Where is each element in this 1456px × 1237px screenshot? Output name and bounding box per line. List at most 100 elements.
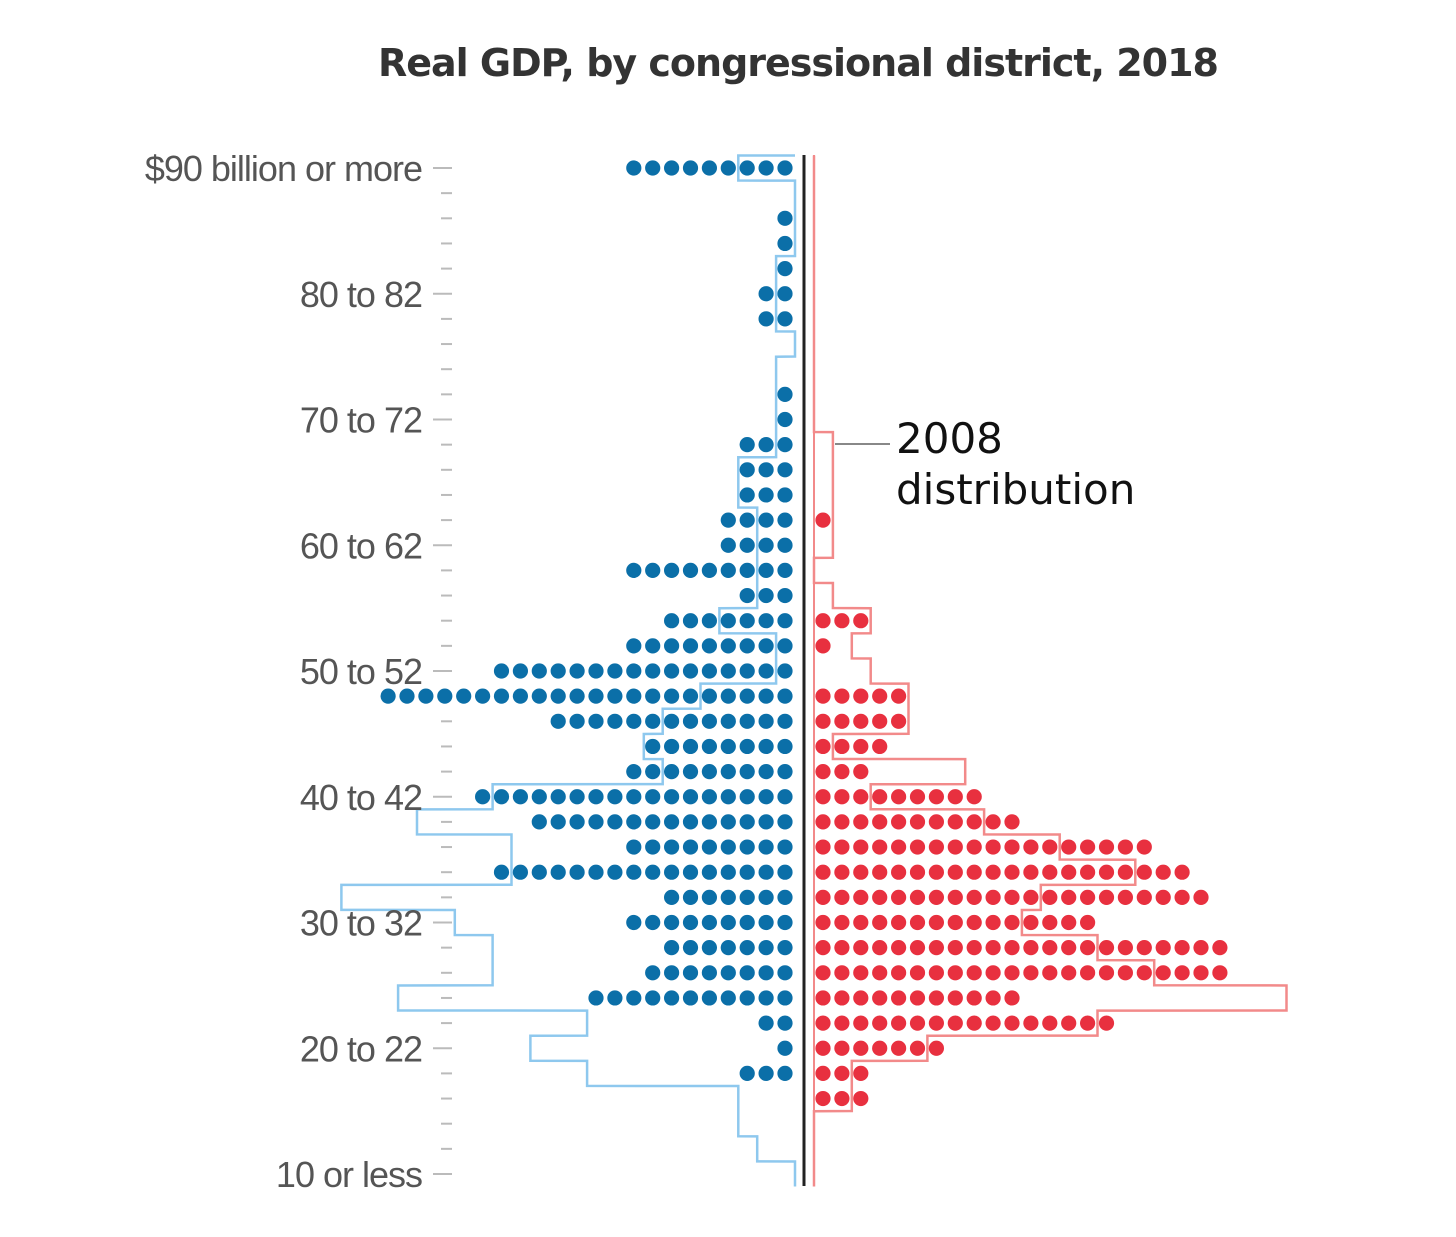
dot-red — [1004, 940, 1020, 956]
dot-red — [872, 889, 888, 905]
dot-red — [947, 814, 963, 830]
dot-red — [1212, 965, 1228, 981]
dot-blue — [720, 663, 736, 679]
dot-blue — [777, 210, 793, 226]
dot-red — [1155, 965, 1171, 981]
dot-blue — [777, 487, 793, 503]
dot-blue — [645, 713, 661, 729]
dot-blue — [758, 713, 774, 729]
dot-red — [872, 864, 888, 880]
dot-blue — [739, 965, 755, 981]
dot-red — [909, 914, 926, 931]
dot-red — [815, 914, 831, 931]
dot-blue — [758, 738, 774, 755]
dot-red — [928, 814, 945, 830]
dot-blue — [550, 814, 566, 830]
dot-blue — [588, 789, 604, 805]
dot-red — [1193, 940, 1209, 956]
dot-red — [872, 688, 888, 704]
dot-blue — [664, 562, 680, 579]
dot-blue — [720, 814, 736, 830]
dot-red — [872, 990, 888, 1006]
dot-blue — [720, 889, 736, 905]
dot-red — [928, 965, 945, 981]
dot-blue — [664, 965, 680, 981]
dot-red — [909, 1040, 926, 1056]
dot-blue — [777, 613, 793, 629]
dot-red — [1174, 940, 1190, 956]
dot-red — [1080, 1015, 1096, 1031]
dot-red — [947, 889, 963, 905]
dot-blue — [664, 713, 680, 729]
dot-blue — [739, 940, 755, 956]
dot-red — [966, 914, 982, 931]
dot-blue — [569, 688, 585, 704]
dot-blue — [682, 814, 699, 830]
dot-blue — [739, 160, 755, 176]
y-tick-label: 30 to 32 — [300, 903, 422, 944]
dot-blue — [758, 914, 774, 931]
dot-blue — [664, 940, 680, 956]
dot-blue — [701, 160, 718, 176]
dot-blue — [758, 889, 774, 905]
dot-blue — [626, 688, 642, 704]
dot-red — [815, 1040, 831, 1056]
dot-blue — [645, 160, 661, 176]
dot-blue — [777, 713, 793, 729]
dot-red — [1174, 864, 1190, 880]
dot-red — [834, 1015, 850, 1031]
dot-blue — [777, 562, 793, 579]
dot-red — [928, 990, 945, 1006]
dot-blue — [550, 663, 566, 679]
dot-blue — [493, 789, 510, 805]
dot-red — [834, 965, 850, 981]
dot-red — [834, 613, 850, 629]
dot-red — [853, 688, 869, 704]
dot-red — [966, 864, 982, 880]
dot-red — [1023, 889, 1039, 905]
dot-blue — [682, 613, 699, 629]
dot-red — [1193, 965, 1209, 981]
y-tick-label: 10 or less — [276, 1154, 422, 1195]
dot-blue — [758, 965, 774, 981]
dot-red — [834, 839, 850, 855]
dot-blue — [437, 688, 453, 704]
dot-red — [1098, 839, 1115, 855]
dot-blue — [626, 764, 642, 780]
dot-blue — [758, 562, 774, 579]
dot-blue — [777, 587, 793, 604]
dot-blue — [758, 764, 774, 780]
dot-red — [1004, 914, 1020, 931]
dot-blue — [664, 864, 680, 880]
dot-blue — [777, 789, 793, 805]
dot-blue — [758, 512, 774, 528]
dots-2018 — [380, 160, 1228, 1107]
dot-red — [966, 965, 982, 981]
dot-red — [1061, 864, 1077, 880]
dot-red — [891, 914, 907, 931]
dot-blue — [777, 764, 793, 780]
dot-blue — [739, 437, 755, 453]
dot-blue — [777, 990, 793, 1006]
dot-red — [815, 1090, 831, 1107]
dot-blue — [701, 562, 718, 579]
dot-red — [1098, 1015, 1115, 1031]
dot-blue — [758, 487, 774, 503]
dot-red — [853, 713, 869, 729]
dot-blue — [758, 688, 774, 704]
dot-red — [891, 965, 907, 981]
dot-blue — [626, 914, 642, 931]
dot-blue — [512, 688, 529, 704]
dot-blue — [758, 613, 774, 629]
dot-blue — [569, 663, 585, 679]
dot-red — [909, 789, 926, 805]
dot-blue — [626, 663, 642, 679]
dot-blue — [777, 889, 793, 905]
dot-blue — [720, 914, 736, 931]
dot-red — [1023, 839, 1039, 855]
dot-red — [1098, 889, 1115, 905]
dot-blue — [569, 814, 585, 830]
dot-red — [834, 889, 850, 905]
dot-blue — [569, 789, 585, 805]
dot-red — [891, 864, 907, 880]
